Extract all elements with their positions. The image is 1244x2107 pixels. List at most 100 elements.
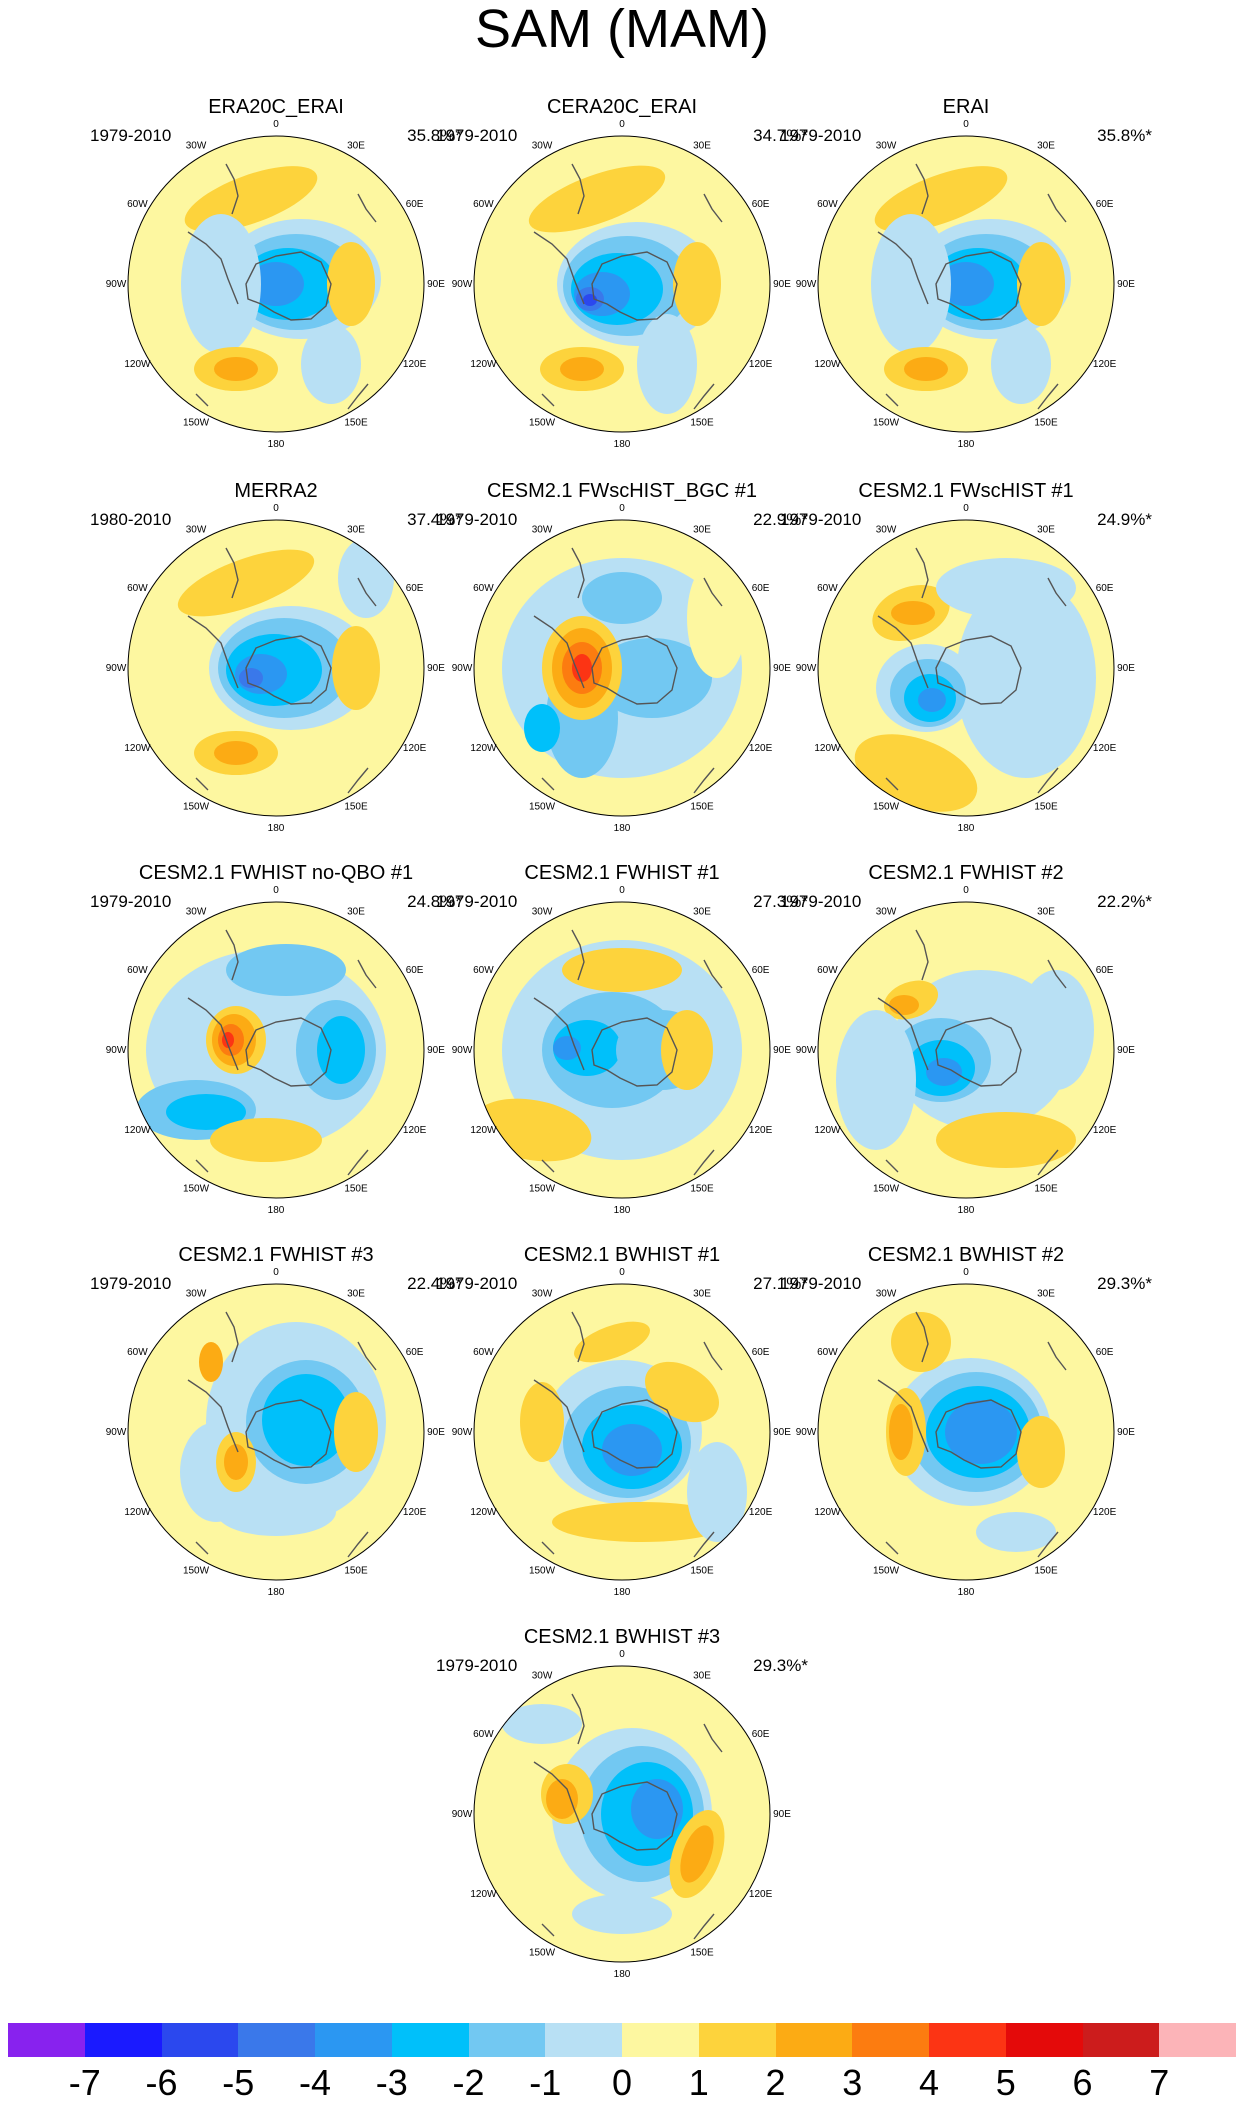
map-border [473, 1283, 771, 1581]
longitude-label: 90W [452, 1427, 473, 1438]
longitude-label: 30E [347, 140, 365, 151]
panel-period: 1980-2010 [90, 510, 172, 529]
colorbar-box [238, 2023, 315, 2057]
longitude-label: 120W [814, 1125, 841, 1136]
longitude-label: 150E [690, 418, 714, 429]
contour-region [528, 165, 666, 233]
longitude-label: 60W [817, 583, 838, 594]
contour-region [904, 357, 948, 381]
longitude-label: 0 [273, 1267, 279, 1278]
longitude-label: 30E [693, 524, 711, 535]
longitude-label: 90W [452, 663, 473, 674]
contour-field [128, 520, 424, 816]
longitude-label: 0 [619, 1267, 625, 1278]
contour-region [553, 1036, 581, 1060]
longitude-label: 60E [406, 583, 424, 594]
longitude-label: 60E [752, 1347, 770, 1358]
longitude-label: 30W [532, 1288, 553, 1299]
map-border [127, 901, 425, 1199]
longitude-label: 90E [427, 1045, 445, 1056]
contour-region [602, 1131, 642, 1159]
longitude-label: 180 [268, 823, 285, 834]
colorbar-labels: -7 -6 -5 -4 -3 -2 -1 0 1 2 3 4 5 6 7 [8, 2063, 1236, 2107]
polar-map: 0 30E 60E 90E 120E 150E 180 150W 120W 90W 60W 30W [106, 885, 446, 1216]
colorbar-tick-label: -4 [298, 2062, 331, 2103]
contour-region [520, 1382, 564, 1462]
longitude-label: 60E [752, 965, 770, 976]
longitude-label: 30W [532, 140, 553, 151]
longitude-label: 30E [1037, 524, 1055, 535]
map-border [817, 135, 1115, 433]
colorbar-tick-label: -1 [529, 2062, 562, 2103]
longitude-label: 90E [773, 1809, 791, 1820]
panel-variance: 27.3%* [753, 892, 808, 911]
longitude-label: 120W [814, 1507, 841, 1518]
longitude-label: 120W [124, 1125, 151, 1136]
longitude-label: 60E [406, 965, 424, 976]
map-panel: CESM2.1 FWscHIST_BGC #1 1979-2010 22.9%* 0 3… [436, 480, 808, 852]
contour-field [818, 1284, 1114, 1580]
longitude-label: 150E [1034, 802, 1058, 813]
longitude-label: 150E [344, 802, 368, 813]
contour-region [645, 1361, 719, 1423]
polar-map: 0 30E 60E 90E 120E 150E 180 150W 120W 90W 60W 30W [106, 1267, 446, 1598]
contour-region [502, 1704, 582, 1744]
longitude-label: 180 [958, 1205, 975, 1216]
panel-period: 1979-2010 [780, 892, 862, 911]
contour-region [327, 242, 375, 326]
contour-region [552, 1502, 732, 1542]
longitude-label: 30E [693, 1670, 711, 1681]
colorbar-tick-label: -6 [145, 2062, 178, 2103]
longitude-label: 180 [614, 1587, 631, 1598]
map-border [127, 1283, 425, 1581]
coastline [533, 929, 723, 1176]
panel-title: CESM2.1 FWHIST no-QBO #1 [138, 862, 414, 884]
contour-region [317, 1016, 365, 1084]
longitude-label: 0 [273, 503, 279, 514]
longitude-label: 180 [614, 439, 631, 450]
polar-map: 0 30E 60E 90E 120E 150E 180 150W 120W 90W 60W 30W [452, 1267, 792, 1598]
contour-region [226, 944, 346, 996]
contour-field [818, 520, 1114, 816]
coastline [877, 163, 1067, 410]
contour-field [474, 1284, 770, 1580]
longitude-label: 90E [773, 279, 791, 290]
panel-variance: 22.4%* [407, 1274, 462, 1293]
longitude-label: 60E [1096, 965, 1114, 976]
colorbar-box [468, 2023, 546, 2057]
contour-region [889, 995, 919, 1015]
contour-field [128, 902, 424, 1198]
longitude-label: 30W [186, 906, 207, 917]
coastline [187, 547, 377, 794]
panel-title: CESM2.1 FWscHIST_BGC #1 [486, 480, 758, 502]
contour-field [474, 520, 770, 816]
longitude-label: 90W [452, 1045, 473, 1056]
longitude-label: 30E [1037, 140, 1055, 151]
longitude-label: 150W [183, 418, 210, 429]
longitude-label: 150E [344, 1184, 368, 1195]
panel-period: 1979-2010 [90, 126, 172, 145]
colorbar-tick-label: -7 [68, 2062, 101, 2103]
contour-region [181, 214, 261, 354]
coastline [187, 1311, 377, 1558]
map-border [817, 1283, 1115, 1581]
longitude-label: 30E [693, 906, 711, 917]
panel-period: 1979-2010 [436, 510, 518, 529]
longitude-label: 120W [814, 359, 841, 370]
contour-region [956, 578, 1096, 778]
longitude-label: 90E [773, 1427, 791, 1438]
longitude-label: 60E [752, 583, 770, 594]
colorbar-tick-label: 0 [611, 2062, 633, 2103]
map-border [473, 1665, 771, 1963]
colorbar-box [1159, 2023, 1236, 2057]
longitude-label: 120E [1093, 1507, 1117, 1518]
panel-period: 1979-2010 [780, 1274, 862, 1293]
longitude-label: 150E [344, 418, 368, 429]
longitude-label: 150E [690, 1184, 714, 1195]
panel-title: ERA20C_ERAI [208, 96, 344, 118]
colorbar-tick-label: -5 [222, 2062, 255, 2103]
contour-region [891, 1312, 951, 1372]
longitude-label: 30E [1037, 906, 1055, 917]
panel-title: CESM2.1 BWHIST #3 [523, 1626, 721, 1648]
panel-variance: 35.8%* [1097, 126, 1152, 145]
